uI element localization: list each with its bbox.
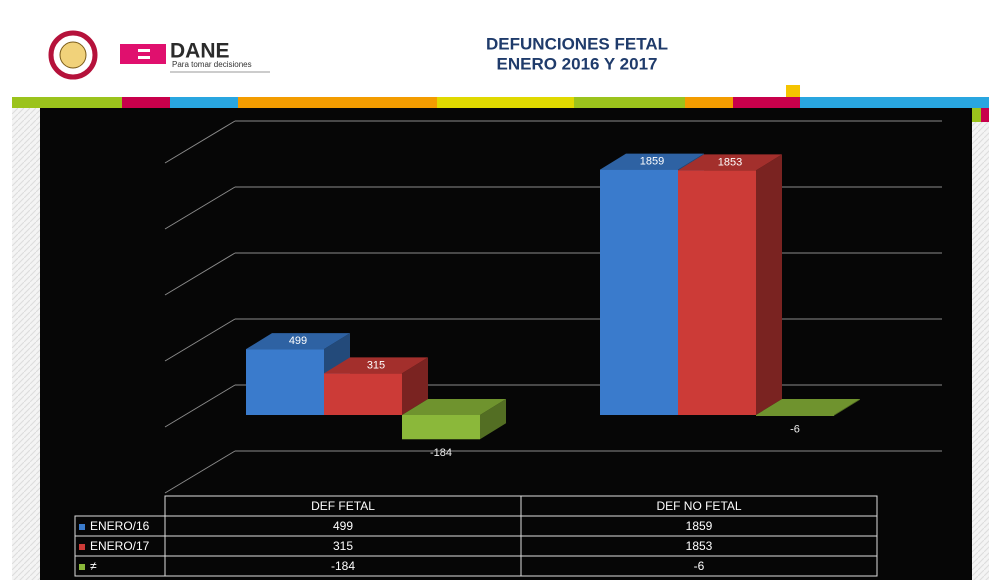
value-label: 1859 (640, 156, 664, 168)
stripe (574, 97, 685, 108)
legend-swatch (79, 524, 85, 530)
tagline: Para tomar decisiones (172, 60, 252, 69)
plot-area (40, 108, 972, 580)
stripe (170, 97, 238, 108)
bar (324, 373, 402, 415)
value-label: -6 (790, 424, 800, 436)
grid-line-side (164, 120, 236, 164)
chart-title: DEFUNCIONES FETAL (486, 34, 668, 53)
logo-mark-line (138, 56, 150, 59)
grid-line-side (164, 384, 236, 428)
table-cell: -184 (331, 559, 355, 573)
bar-side (756, 154, 782, 416)
value-label: 499 (289, 335, 307, 347)
bar-side (480, 399, 506, 440)
table-header: DEF FETAL (311, 499, 375, 513)
chart: 499 1859 315 1853 -184 -6 DEF FETAL DEF NO FETA… (74, 120, 942, 577)
logo-mark-line (138, 49, 150, 52)
value-label: 1853 (718, 156, 742, 168)
table-cell: 499 (333, 519, 353, 533)
table-cell: 1853 (686, 539, 713, 553)
bar-side (402, 357, 428, 415)
bar-top (678, 154, 782, 171)
bar (678, 170, 756, 415)
bar-top (756, 399, 860, 415)
stripe (122, 97, 170, 108)
side-panel (12, 108, 40, 580)
bar (756, 415, 834, 416)
logo-mark (120, 44, 166, 64)
legend-swatch (79, 564, 85, 570)
bar (246, 349, 324, 415)
stripe (12, 97, 122, 108)
brand: DANE (170, 40, 230, 63)
stripe (238, 97, 437, 108)
seal-center (59, 41, 87, 69)
grid-line-side (164, 450, 236, 494)
legend-label: ≠ (90, 559, 97, 573)
stripe (800, 97, 989, 108)
side-panel (972, 122, 989, 580)
chart-title: ENERO 2016 Y 2017 (497, 54, 658, 73)
stripe (437, 97, 574, 108)
table-cell: 1859 (686, 519, 713, 533)
table-header: DEF NO FETAL (656, 499, 741, 513)
grid-line-side (164, 318, 236, 362)
bar-top (324, 357, 428, 374)
grid-line-side (164, 186, 236, 230)
value-label: 315 (367, 359, 385, 371)
stripe (733, 97, 800, 108)
table-cell: 315 (333, 539, 353, 553)
legend-label: ENERO/16 (90, 519, 150, 533)
value-label: -184 (430, 447, 452, 459)
stripe (981, 108, 989, 122)
legend-swatch (79, 544, 85, 550)
bar-top (600, 153, 704, 170)
bar-side (834, 399, 860, 416)
stripe-accent (786, 85, 800, 97)
bar (402, 415, 480, 440)
table-body-border (74, 515, 878, 577)
grid-line-side (164, 252, 236, 296)
bar (600, 169, 678, 415)
stripe (972, 108, 981, 122)
legend-label: ENERO/17 (90, 539, 150, 553)
bar-top (246, 333, 350, 350)
table-cell: -6 (694, 559, 705, 573)
bar-top (402, 399, 506, 415)
stripe (685, 97, 733, 108)
